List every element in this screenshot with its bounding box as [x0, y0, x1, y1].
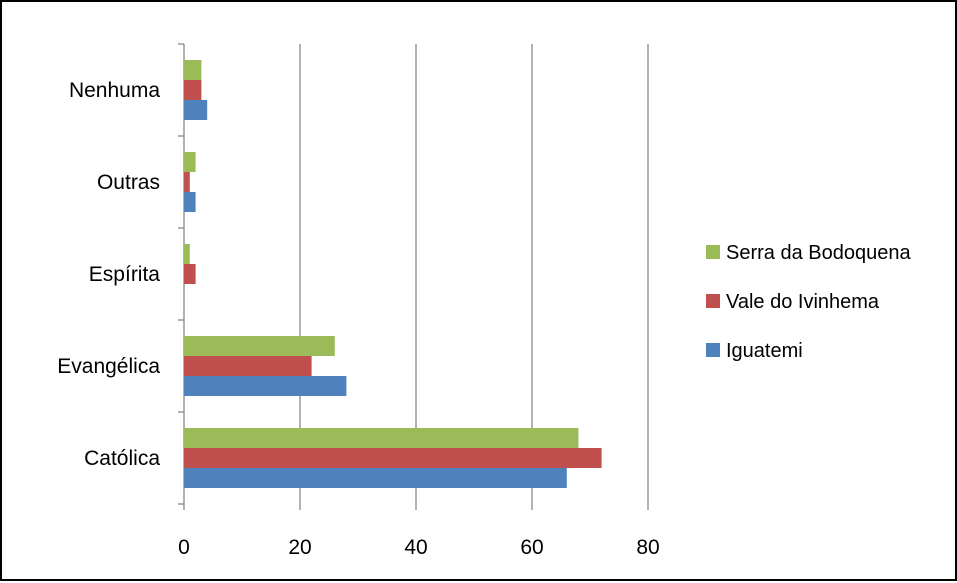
bar: [184, 80, 202, 100]
bar: [184, 336, 335, 356]
bar: [184, 356, 312, 376]
category-label: Católica: [84, 447, 160, 470]
legend-label: Vale do Ivinhema: [726, 291, 880, 313]
bar: [184, 192, 196, 212]
x-tick-label: 60: [520, 536, 543, 559]
x-tick-label: 20: [288, 536, 311, 559]
category-label: Espírita: [89, 263, 161, 286]
bar: [184, 376, 347, 396]
bar: [184, 172, 190, 192]
bar: [184, 60, 202, 80]
bar: [184, 468, 567, 488]
legend-swatch: [706, 245, 720, 259]
bar: [184, 244, 190, 264]
category-label: Outras: [97, 171, 160, 194]
bar: [184, 264, 196, 284]
legend-label: Serra da Bodoquena: [726, 242, 911, 264]
legend-swatch: [706, 294, 720, 308]
x-tick-label: 0: [178, 536, 190, 559]
category-label: Nenhuma: [69, 79, 160, 102]
bar: [184, 448, 602, 468]
x-tick-label: 40: [404, 536, 427, 559]
legend-swatch: [706, 343, 720, 357]
category-label: Evangélica: [57, 355, 160, 378]
bar: [184, 100, 208, 120]
bar: [184, 152, 196, 172]
bar: [184, 428, 579, 448]
legend-label: Iguatemi: [726, 340, 803, 362]
x-tick-label: 80: [636, 536, 659, 559]
